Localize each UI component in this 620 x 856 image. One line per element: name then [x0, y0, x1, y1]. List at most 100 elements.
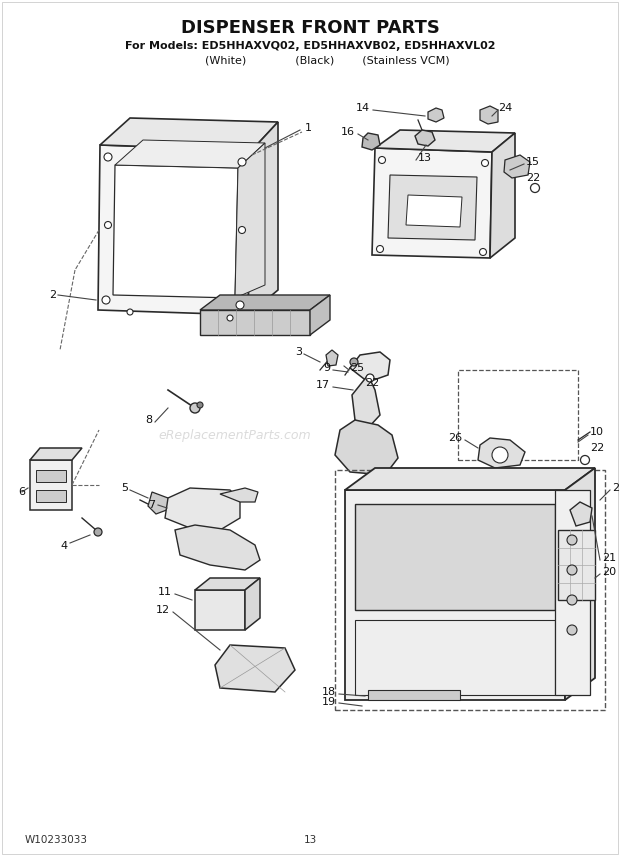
Circle shape: [236, 301, 244, 309]
Polygon shape: [570, 502, 592, 526]
Circle shape: [239, 227, 246, 234]
Text: 22: 22: [590, 443, 604, 453]
Polygon shape: [372, 148, 492, 258]
Polygon shape: [428, 108, 444, 122]
Polygon shape: [30, 460, 72, 510]
Text: 13: 13: [418, 153, 432, 163]
Polygon shape: [310, 295, 330, 335]
Polygon shape: [368, 690, 460, 700]
Circle shape: [567, 625, 577, 635]
Circle shape: [104, 153, 112, 161]
Text: 21: 21: [602, 553, 616, 563]
Polygon shape: [388, 175, 477, 240]
Text: 6: 6: [18, 487, 25, 497]
Text: W10233033: W10233033: [25, 835, 88, 845]
Circle shape: [567, 565, 577, 575]
Circle shape: [492, 447, 508, 463]
Text: 17: 17: [316, 380, 330, 390]
Text: 15: 15: [526, 157, 540, 167]
Circle shape: [238, 158, 246, 166]
Circle shape: [482, 159, 489, 167]
Polygon shape: [195, 590, 245, 630]
Polygon shape: [175, 525, 260, 570]
Circle shape: [580, 455, 590, 465]
Text: 22: 22: [526, 173, 540, 183]
Text: 14: 14: [356, 103, 370, 113]
Polygon shape: [355, 504, 555, 610]
Polygon shape: [248, 122, 278, 315]
Text: DISPENSER FRONT PARTS: DISPENSER FRONT PARTS: [180, 19, 440, 37]
Text: (White)              (Black)        (Stainless VCM): (White) (Black) (Stainless VCM): [170, 55, 450, 65]
Polygon shape: [113, 165, 238, 298]
Polygon shape: [362, 133, 380, 150]
Circle shape: [567, 535, 577, 545]
Polygon shape: [100, 118, 278, 150]
Text: eReplacementParts.com: eReplacementParts.com: [159, 429, 311, 442]
Text: 13: 13: [303, 835, 317, 845]
Circle shape: [105, 222, 112, 229]
Polygon shape: [480, 106, 498, 124]
Circle shape: [350, 358, 358, 366]
Bar: [458, 370, 578, 460]
Polygon shape: [406, 195, 462, 227]
Circle shape: [366, 374, 374, 382]
Polygon shape: [335, 420, 398, 475]
Polygon shape: [345, 490, 565, 700]
Circle shape: [197, 402, 203, 408]
Circle shape: [102, 296, 110, 304]
Polygon shape: [36, 490, 66, 502]
Text: 18: 18: [322, 687, 336, 697]
Text: 9: 9: [323, 363, 330, 373]
Text: 16: 16: [341, 127, 355, 137]
Circle shape: [479, 248, 487, 255]
Polygon shape: [165, 488, 240, 530]
Text: 11: 11: [158, 587, 172, 597]
Text: 8: 8: [145, 415, 152, 425]
Polygon shape: [478, 438, 525, 468]
Polygon shape: [504, 155, 530, 178]
Text: 2: 2: [49, 290, 56, 300]
Polygon shape: [215, 645, 295, 692]
Polygon shape: [200, 295, 330, 310]
Circle shape: [94, 528, 102, 536]
Polygon shape: [36, 470, 66, 482]
Polygon shape: [352, 375, 380, 428]
Text: 22: 22: [365, 378, 379, 388]
Polygon shape: [565, 468, 595, 700]
Polygon shape: [558, 530, 595, 600]
Polygon shape: [375, 130, 515, 152]
Circle shape: [227, 315, 233, 321]
Text: 25: 25: [350, 363, 364, 373]
Polygon shape: [350, 352, 390, 382]
Polygon shape: [490, 133, 515, 258]
Circle shape: [127, 309, 133, 315]
Text: For Models: ED5HHAXVQ02, ED5HHAXVB02, ED5HHAXVL02: For Models: ED5HHAXVQ02, ED5HHAXVB02, ED…: [125, 41, 495, 51]
Text: 19: 19: [322, 697, 336, 707]
Polygon shape: [415, 130, 435, 146]
Text: 1: 1: [305, 123, 312, 133]
Polygon shape: [345, 468, 595, 490]
Bar: [335, 470, 605, 710]
Polygon shape: [115, 140, 265, 168]
Text: 5: 5: [121, 483, 128, 493]
Circle shape: [531, 183, 539, 193]
Text: 23: 23: [612, 483, 620, 493]
Text: 3: 3: [295, 347, 302, 357]
Text: 4: 4: [61, 541, 68, 551]
Text: 10: 10: [590, 427, 604, 437]
Circle shape: [567, 595, 577, 605]
Text: 20: 20: [602, 567, 616, 577]
Polygon shape: [220, 488, 258, 502]
Text: 26: 26: [448, 433, 462, 443]
Text: 24: 24: [498, 103, 512, 113]
Circle shape: [378, 157, 386, 163]
Polygon shape: [245, 578, 260, 630]
Text: 7: 7: [148, 500, 155, 510]
Text: 12: 12: [156, 605, 170, 615]
Polygon shape: [235, 143, 265, 298]
Polygon shape: [98, 145, 252, 315]
Polygon shape: [355, 620, 555, 695]
Circle shape: [190, 403, 200, 413]
Polygon shape: [555, 490, 590, 695]
Polygon shape: [195, 578, 260, 590]
